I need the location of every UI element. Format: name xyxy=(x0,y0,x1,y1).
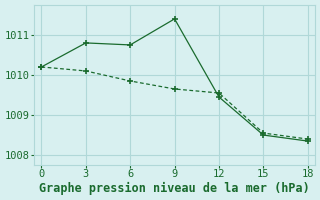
X-axis label: Graphe pression niveau de la mer (hPa): Graphe pression niveau de la mer (hPa) xyxy=(39,182,310,195)
